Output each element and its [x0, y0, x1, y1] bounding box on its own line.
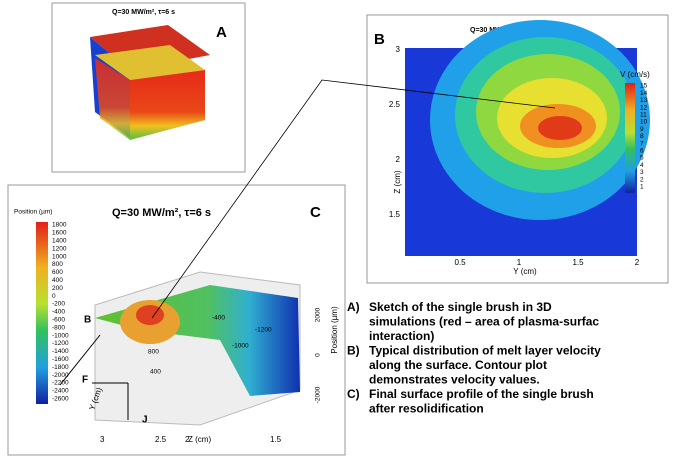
colorbar-label: -1800: [52, 364, 69, 371]
y-tick: 2: [396, 155, 401, 164]
colorbar-label: 3: [640, 169, 644, 176]
colorbar-label: -2600: [52, 396, 69, 403]
contour: [538, 116, 582, 140]
caption-line: interaction): [369, 329, 434, 343]
colorbar-label: 8: [640, 133, 644, 140]
x-tick: 1: [517, 258, 522, 267]
caption-marker: A): [347, 300, 360, 314]
colorbar-label: -200: [52, 301, 65, 308]
colorbar-label: 12: [640, 104, 648, 111]
z-tick: 2000: [315, 307, 322, 322]
contour-label: -1200: [255, 327, 272, 334]
panel-b: Q=30 MW/m², τ=6 s, t= 5 s B Z (cm) Y (cm…: [367, 15, 668, 283]
caption-line: Typical distribution of melt layer veloc…: [369, 344, 601, 358]
y-tick: 2.5: [389, 100, 401, 109]
colorbar-label: -1400: [52, 348, 69, 355]
colorbar-label: 5: [640, 155, 644, 162]
x-axis-label: Z (cm): [188, 435, 211, 444]
panel-label: C: [310, 204, 321, 221]
colorbar-label: 1800: [52, 222, 67, 229]
figure: Q=30 MW/m², τ=6 s A Q=30 MW/m², τ=6 s, t…: [0, 0, 681, 459]
colorbar-label: 800: [52, 261, 63, 268]
colorbar-label: -2400: [52, 388, 69, 395]
colorbar-label: -800: [52, 324, 65, 331]
colorbar-label: -1600: [52, 356, 69, 363]
x-axis-label: Y (cm): [513, 267, 537, 276]
panel-a: Q=30 MW/m², τ=6 s A: [52, 3, 245, 172]
x-tick: 1.5: [572, 258, 584, 267]
caption-marker: B): [347, 344, 360, 358]
colorbar-label: -2000: [52, 372, 69, 379]
caption-line: Final surface profile of the single brus…: [369, 387, 594, 401]
x-tick: 1.5: [270, 435, 282, 444]
caption-marker: C): [347, 387, 360, 401]
colorbar-label: -1000: [52, 332, 69, 339]
colorbar-label: 1600: [52, 230, 67, 237]
panel-title: Q=30 MW/m², τ=6 s: [112, 9, 175, 16]
colorbar-label: 13: [640, 97, 648, 104]
colorbar-label: 1200: [52, 245, 67, 252]
colorbar-label: 2: [640, 176, 644, 183]
panel-label: A: [216, 24, 227, 41]
contour-label: -1000: [232, 343, 249, 350]
marker-label: F: [82, 375, 88, 386]
colorbar-label: -2200: [52, 380, 69, 387]
colorbar-label: 200: [52, 285, 63, 292]
colorbar-title: V (cm/s): [620, 70, 650, 79]
caption-line: after resolidification: [369, 402, 484, 416]
y-tick: 3: [396, 45, 401, 54]
x-tick: 2: [635, 258, 640, 267]
colorbar-label: 14: [640, 90, 648, 97]
contour-label: 800: [148, 349, 159, 356]
colorbar-label: 1000: [52, 253, 67, 260]
x-tick: 0.5: [454, 258, 466, 267]
colorbar-label: 11: [640, 112, 647, 119]
caption-line: Sketch of the single brush in 3D: [369, 300, 552, 314]
caption-line: demonstrates velocity values.: [369, 373, 540, 387]
colorbar-label: 10: [640, 119, 648, 126]
colorbar-label: 400: [52, 277, 63, 284]
y-tick: 1.5: [389, 210, 401, 219]
x-tick: 2.5: [155, 435, 167, 444]
caption-line: simulations (red – area of plasma-surfac: [369, 315, 599, 329]
z-axis-label: Position (µm): [330, 306, 339, 354]
colorbar: [36, 222, 48, 404]
colorbar-label: 6: [640, 148, 644, 155]
colorbar-label: 15: [640, 83, 648, 90]
colorbar: [625, 83, 635, 193]
z-tick: -2000: [315, 386, 322, 403]
colorbar-label: 1: [640, 184, 644, 191]
panel-label: B: [374, 31, 385, 48]
captions: A) Sketch of the single brush in 3Dsimula…: [347, 300, 601, 416]
contour-label: -400: [212, 315, 225, 322]
x-tick: 2: [185, 435, 190, 444]
y-axis-label: Z (cm): [393, 170, 402, 193]
colorbar-label: -400: [52, 309, 65, 316]
colorbar-label: 600: [52, 269, 63, 276]
colorbar-label: -1200: [52, 340, 69, 347]
marker-label: B: [84, 315, 91, 326]
colorbar-label: 7: [640, 140, 644, 147]
z-tick: 0: [315, 353, 322, 357]
caption-line: along the surface. Contour plot: [369, 358, 547, 372]
colorbar-label: 1400: [52, 238, 67, 245]
colorbar-label: -600: [52, 317, 65, 324]
colorbar-label: 9: [640, 126, 644, 133]
panel-title: Q=30 MW/m², τ=6 s: [112, 207, 211, 219]
surface-peak: [136, 305, 164, 325]
contour-label: 400: [150, 369, 161, 376]
marker-label: J: [142, 415, 148, 426]
colorbar-label: 4: [640, 162, 644, 169]
colorbar-title: Position (µm): [14, 209, 52, 216]
y-tick: 3: [100, 435, 105, 444]
colorbar-label: 0: [52, 293, 56, 300]
